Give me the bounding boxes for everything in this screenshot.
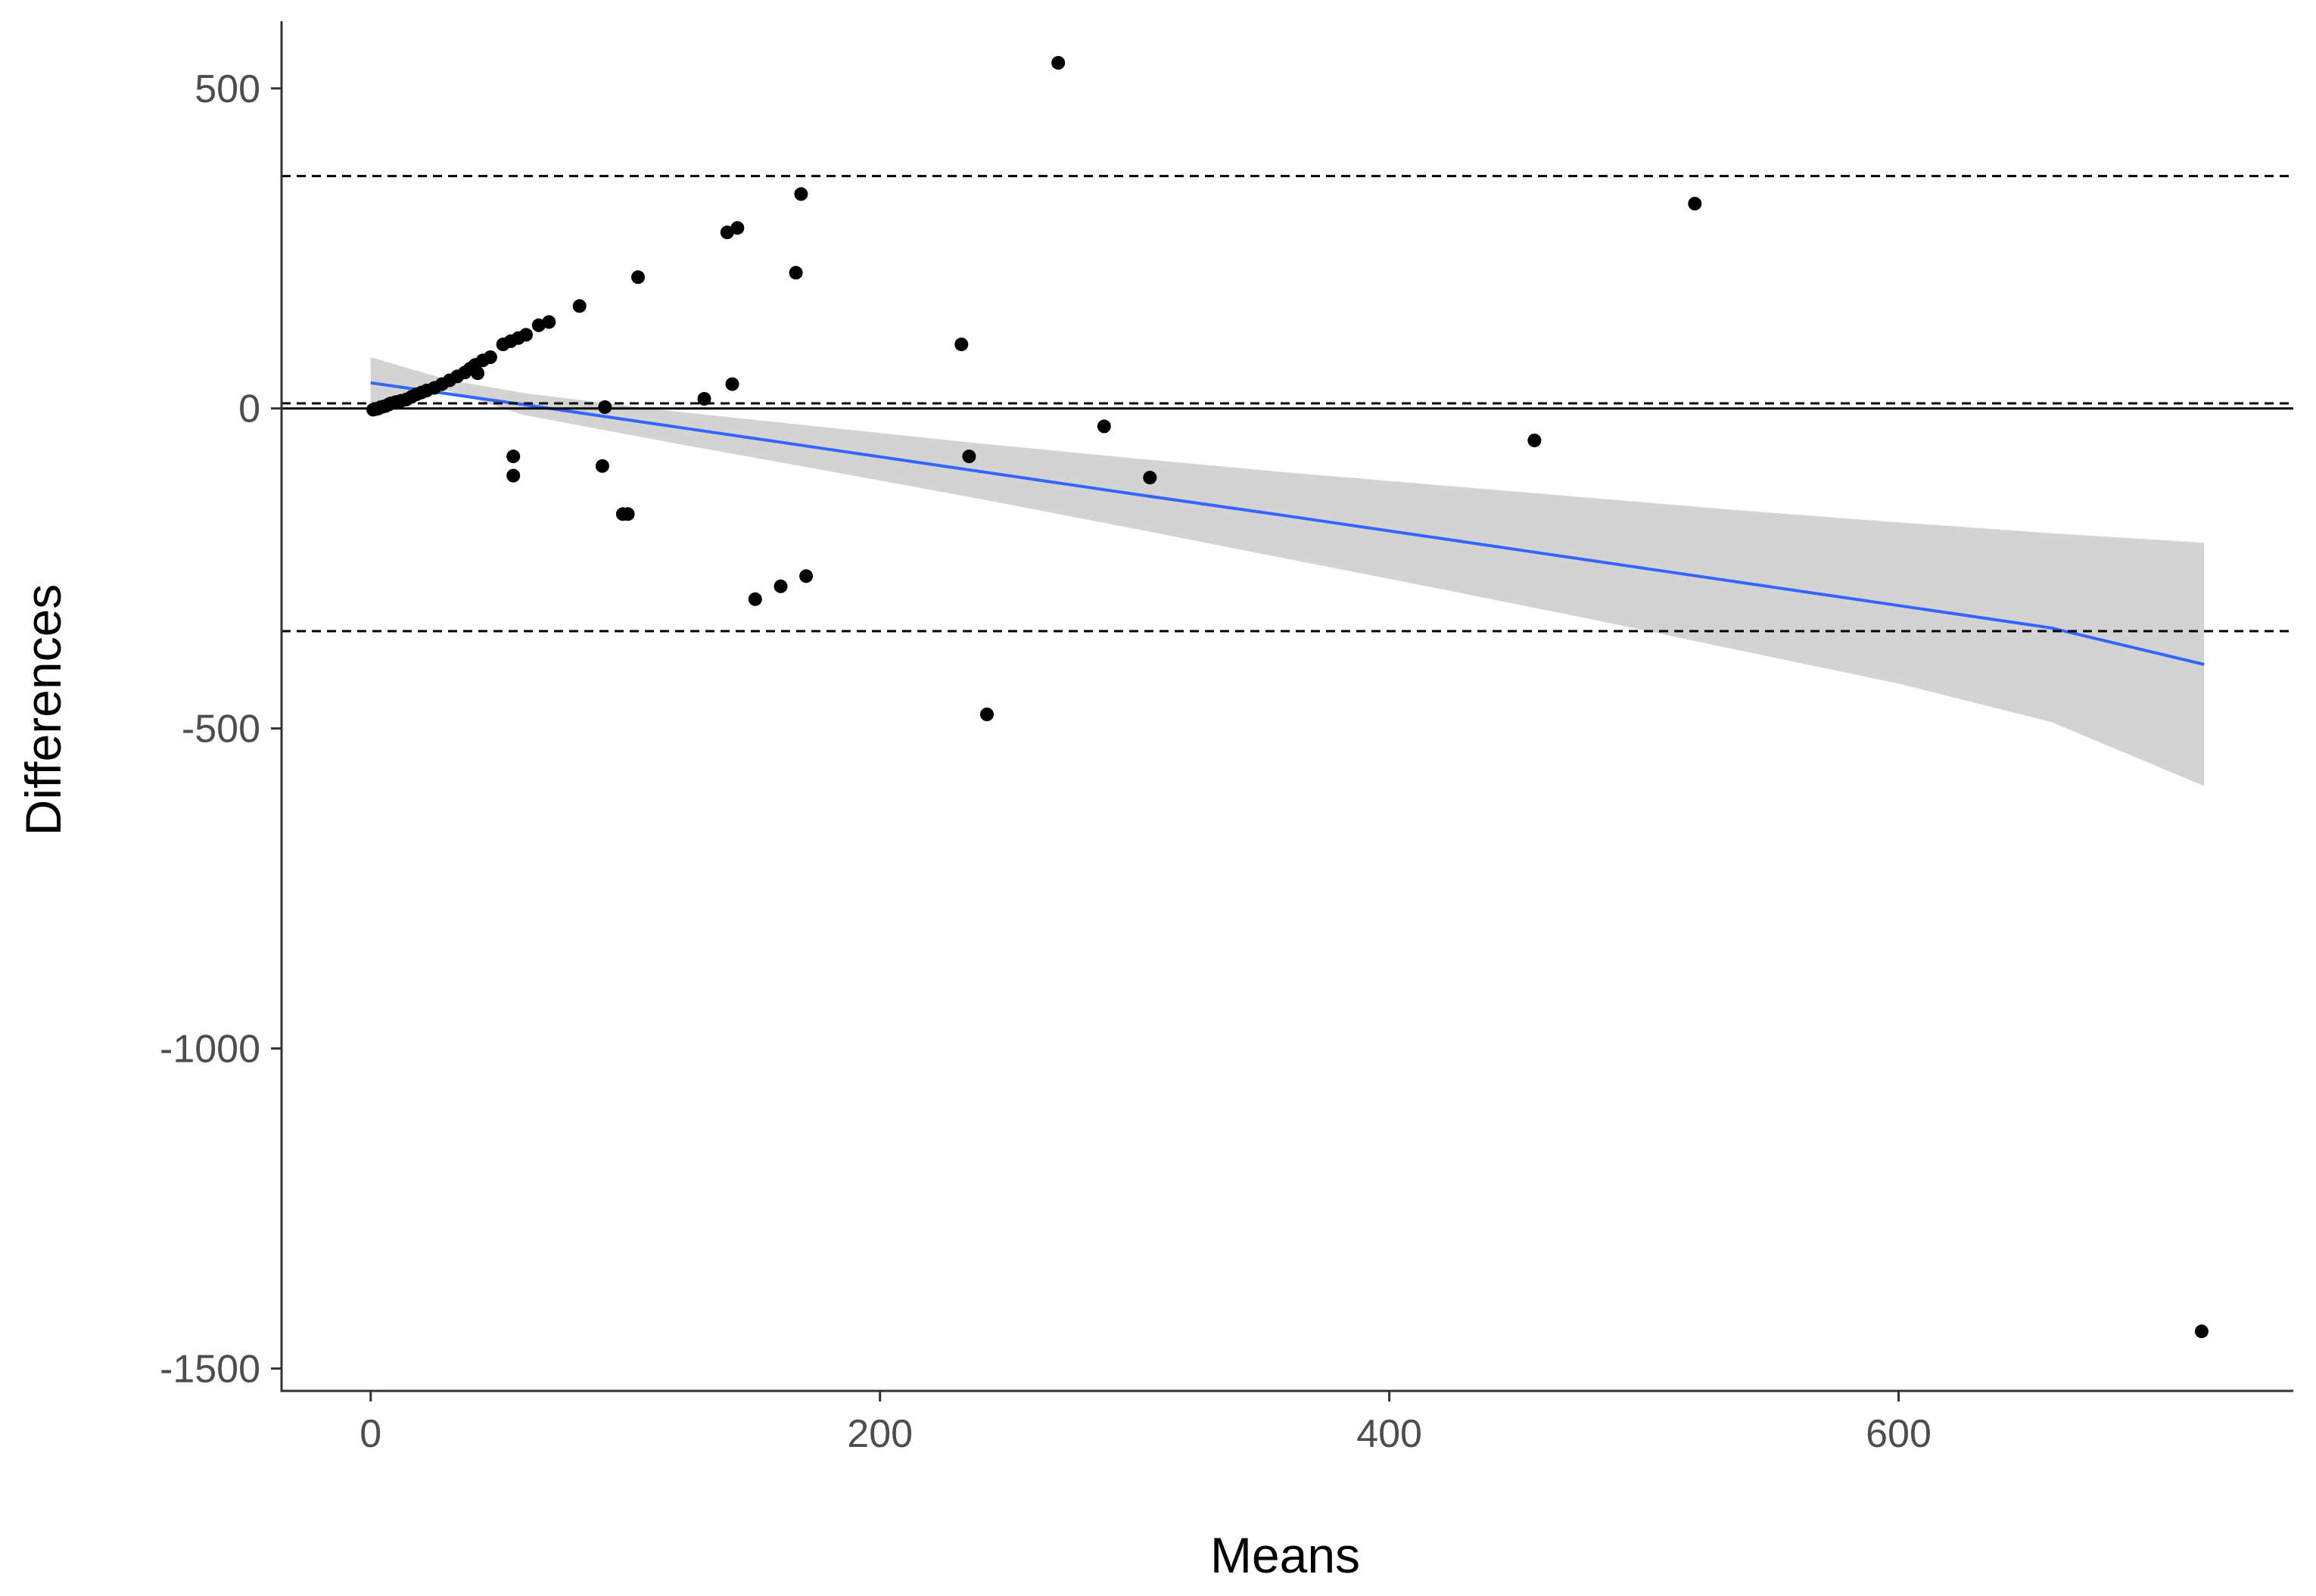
y-tick-label: -1500 [160,1347,260,1391]
data-point [799,569,814,583]
data-point [595,459,609,473]
y-axis-title: Differences [15,584,71,836]
y-tick-label: 0 [238,387,260,431]
x-tick-label: 400 [1356,1412,1422,1456]
data-point [748,592,762,606]
data-point [789,266,803,280]
axes-layer [280,21,2293,1392]
data-point [720,226,734,240]
data-point [1688,197,1702,211]
data-point [1143,471,1157,485]
x-tick-label: 0 [360,1412,381,1456]
data-point [483,350,497,364]
data-point [980,708,994,721]
data-point [1097,419,1111,434]
data-points-layer [366,56,2209,1339]
regression-line [370,381,2205,666]
data-point [621,507,635,521]
data-point [519,328,533,342]
data-point [631,270,645,285]
y-tick-label: 500 [195,67,260,111]
data-point [598,400,612,414]
data-point [1051,56,1066,70]
data-point [506,468,521,483]
data-point [542,315,556,329]
y-tick-label: -1000 [160,1028,260,1072]
data-point [697,392,711,406]
ticks-layer: 0 200 400 600 500 0 -500 -1000 -1500 [160,67,1932,1456]
data-point [962,450,976,464]
reference-lines-layer [282,175,2293,633]
data-point [531,318,546,332]
data-point [730,221,745,235]
data-point [1527,434,1542,447]
x-tick-label: 600 [1866,1412,1932,1456]
data-point [506,450,521,464]
y-tick-label: -500 [182,708,260,751]
x-tick-label: 200 [847,1412,913,1456]
regression-line-layer [370,381,2205,666]
data-point [954,338,969,352]
confidence-band [370,357,2205,786]
data-point [794,187,808,201]
x-axis-title: Means [1210,1527,1360,1583]
data-point [572,299,587,313]
confidence-band-layer [370,357,2205,786]
data-point [725,377,739,391]
data-point [774,579,788,593]
data-point [2194,1324,2209,1339]
data-point [471,366,485,381]
